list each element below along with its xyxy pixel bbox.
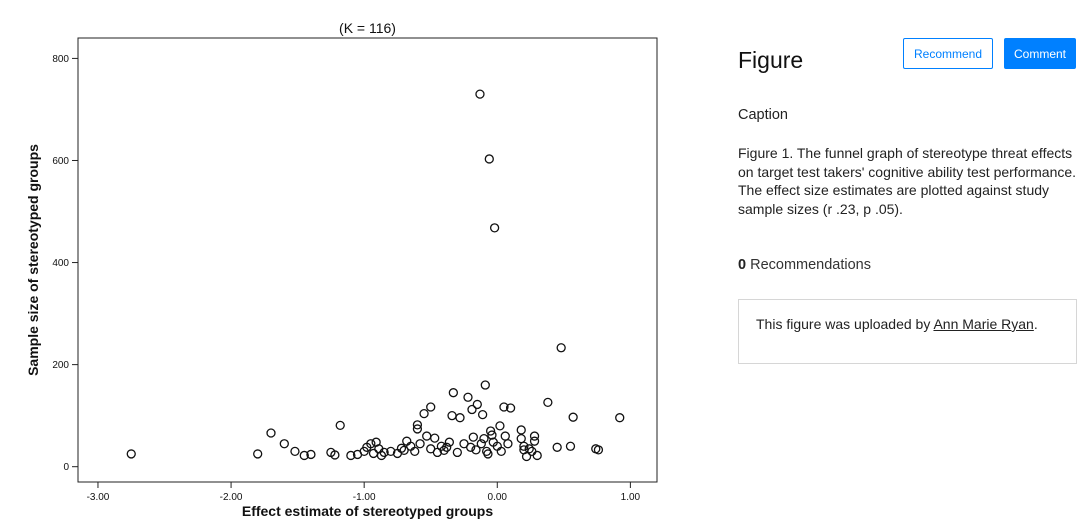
y-tick-label: 400 xyxy=(52,258,69,269)
data-point xyxy=(615,413,625,423)
data-point xyxy=(126,449,136,459)
data-point xyxy=(524,444,534,454)
data-point xyxy=(439,445,449,456)
data-point xyxy=(346,450,356,461)
data-point xyxy=(477,409,488,420)
recommend-button[interactable]: Recommend xyxy=(903,38,993,69)
data-point xyxy=(489,223,500,233)
data-point xyxy=(495,421,505,431)
y-tick-label: 600 xyxy=(52,156,69,167)
data-point xyxy=(500,431,510,441)
data-point xyxy=(543,397,553,408)
data-point xyxy=(379,447,389,458)
x-tick-label: -3.00 xyxy=(87,492,110,503)
data-point xyxy=(552,442,562,452)
data-point xyxy=(279,439,289,449)
data-point xyxy=(419,408,429,419)
data-point xyxy=(471,445,481,455)
data-point xyxy=(467,404,477,415)
data-point xyxy=(330,450,340,460)
y-tick-label: 0 xyxy=(63,462,69,473)
data-point xyxy=(516,433,526,444)
data-point xyxy=(368,448,379,459)
data-point xyxy=(410,446,420,457)
data-point xyxy=(505,403,516,413)
data-point xyxy=(568,412,578,422)
data-point xyxy=(290,446,300,457)
data-point xyxy=(430,433,440,443)
data-point xyxy=(475,89,485,99)
data-point xyxy=(593,445,604,455)
x-tick-label: -1.00 xyxy=(353,492,376,503)
data-point xyxy=(444,437,455,447)
funnel-plot: (K = 116) 0 200 400 600 800 -3.00 -2.00 -1.00 0.0… xyxy=(25,20,658,519)
uploaded-by-text: This figure was uploaded by xyxy=(756,316,934,332)
data-point xyxy=(556,343,566,353)
data-point xyxy=(529,431,540,441)
uploader-info-box: This figure was uploaded by Ann Marie Ry… xyxy=(738,299,1077,364)
data-point xyxy=(532,450,542,461)
x-tick-label: 1.00 xyxy=(621,492,641,503)
data-point xyxy=(366,439,376,449)
data-point xyxy=(499,402,509,412)
data-point xyxy=(396,443,407,453)
data-point xyxy=(519,441,529,451)
comment-button[interactable]: Comment xyxy=(1004,38,1076,69)
y-axis-label: Sample size of stereotyped groups xyxy=(25,144,41,376)
data-point xyxy=(472,399,482,410)
data-point xyxy=(335,420,345,431)
data-point xyxy=(516,425,526,435)
recommendations-number: 0 xyxy=(738,257,747,273)
data-point xyxy=(455,413,465,423)
data-point xyxy=(412,420,423,430)
x-tick-label: 0.00 xyxy=(488,492,508,503)
data-point xyxy=(412,424,423,434)
data-point xyxy=(480,380,490,390)
data-point xyxy=(448,388,459,398)
data-point xyxy=(415,439,425,449)
chart-title: (K = 116) xyxy=(339,20,396,36)
data-point xyxy=(266,428,276,438)
panel-title: Figure xyxy=(738,47,804,73)
data-point xyxy=(422,431,432,441)
data-point xyxy=(463,392,473,402)
y-tick-label: 800 xyxy=(52,54,69,65)
plot-frame xyxy=(77,37,658,483)
uploaded-suffix: . xyxy=(1033,316,1038,332)
data-point xyxy=(484,154,494,164)
data-point xyxy=(468,432,478,442)
data-point xyxy=(485,426,496,436)
data-point xyxy=(306,449,316,460)
y-tick-label: 200 xyxy=(52,360,69,371)
caption-heading: Caption xyxy=(738,107,788,123)
figure-area: (K = 116) 0 200 400 600 800 -3.00 -2.00 -1.00 0.0… xyxy=(25,20,658,519)
caption-text: Figure 1. The funnel graph of stereotype… xyxy=(738,145,1077,217)
data-point xyxy=(483,449,493,459)
data-point xyxy=(442,442,452,452)
data-point xyxy=(487,430,497,440)
data-point xyxy=(376,450,387,461)
uploader-link[interactable]: Ann Marie Ryan xyxy=(933,316,1034,332)
data-point xyxy=(399,445,409,456)
data-point xyxy=(299,450,309,461)
data-point xyxy=(529,436,540,446)
figure-info-panel: Figure Recommend Comment Caption Figure … xyxy=(738,0,1078,527)
data-point xyxy=(503,439,513,449)
data-point xyxy=(447,411,457,421)
data-point xyxy=(565,441,576,451)
data-point xyxy=(426,402,436,412)
data-point xyxy=(496,446,506,457)
data-point xyxy=(476,439,486,449)
recommendations-count: 0 Recommendations xyxy=(738,257,871,273)
x-tick-label: -2.00 xyxy=(220,492,243,503)
data-point xyxy=(452,447,462,458)
data-point xyxy=(386,446,396,457)
data-point xyxy=(253,449,263,459)
x-axis-label: Effect estimate of stereotyped groups xyxy=(242,503,493,519)
data-point xyxy=(479,433,489,444)
data-point xyxy=(466,442,476,452)
recommendations-label: Recommendations xyxy=(746,257,871,273)
